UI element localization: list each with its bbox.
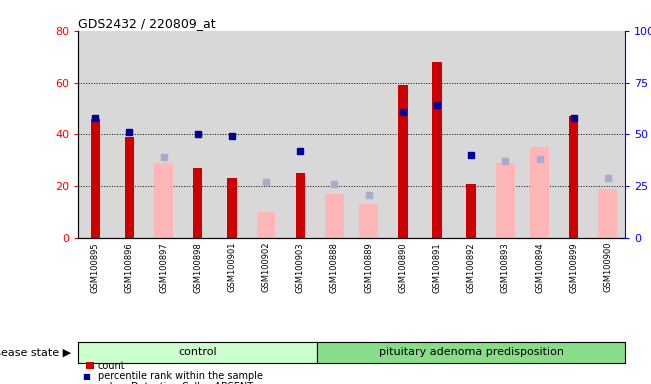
Bar xyxy=(256,212,275,238)
Bar xyxy=(352,31,385,238)
Bar xyxy=(488,31,522,238)
Bar xyxy=(590,31,625,238)
Bar xyxy=(296,173,305,238)
Bar xyxy=(385,31,420,238)
Bar xyxy=(432,62,441,238)
Bar xyxy=(317,31,352,238)
Text: GSM100900: GSM100900 xyxy=(603,242,613,293)
Bar xyxy=(154,163,173,238)
Text: GSM100898: GSM100898 xyxy=(193,242,202,293)
Bar xyxy=(180,31,215,238)
Text: control: control xyxy=(178,347,217,358)
Text: ■: ■ xyxy=(82,372,90,381)
Text: GSM100899: GSM100899 xyxy=(569,242,578,293)
Text: GSM100902: GSM100902 xyxy=(262,242,271,293)
Bar xyxy=(193,168,202,238)
Text: GSM100895: GSM100895 xyxy=(90,242,100,293)
Text: GSM100892: GSM100892 xyxy=(467,242,476,293)
Bar xyxy=(359,204,378,238)
Bar xyxy=(522,31,557,238)
Bar xyxy=(78,31,112,238)
Bar xyxy=(146,31,180,238)
Text: GDS2432 / 220809_at: GDS2432 / 220809_at xyxy=(78,17,215,30)
Text: value, Detection Call = ABSENT: value, Detection Call = ABSENT xyxy=(98,382,253,384)
Text: GSM100901: GSM100901 xyxy=(227,242,236,293)
Text: GSM100893: GSM100893 xyxy=(501,242,510,293)
Text: count: count xyxy=(98,361,125,371)
Text: GSM100889: GSM100889 xyxy=(364,242,373,293)
Text: GSM100888: GSM100888 xyxy=(330,242,339,293)
Bar xyxy=(454,31,488,238)
Bar xyxy=(215,31,249,238)
Bar xyxy=(398,85,408,238)
Text: percentile rank within the sample: percentile rank within the sample xyxy=(98,371,262,381)
Text: GSM100894: GSM100894 xyxy=(535,242,544,293)
Bar xyxy=(569,116,578,238)
Bar xyxy=(227,179,236,238)
Text: pituitary adenoma predisposition: pituitary adenoma predisposition xyxy=(379,347,564,358)
Text: disease state ▶: disease state ▶ xyxy=(0,347,72,358)
Bar xyxy=(283,31,317,238)
Bar xyxy=(112,31,146,238)
Bar xyxy=(90,119,100,238)
Bar xyxy=(467,184,476,238)
Bar xyxy=(325,194,344,238)
Text: GSM100890: GSM100890 xyxy=(398,242,408,293)
Bar xyxy=(496,163,515,238)
Text: GSM100903: GSM100903 xyxy=(296,242,305,293)
Bar xyxy=(530,147,549,238)
Text: GSM100891: GSM100891 xyxy=(432,242,441,293)
Bar xyxy=(598,189,617,238)
Bar xyxy=(125,137,134,238)
Bar xyxy=(249,31,283,238)
Text: GSM100896: GSM100896 xyxy=(125,242,134,293)
Bar xyxy=(420,31,454,238)
Text: GSM100897: GSM100897 xyxy=(159,242,168,293)
Bar xyxy=(557,31,590,238)
